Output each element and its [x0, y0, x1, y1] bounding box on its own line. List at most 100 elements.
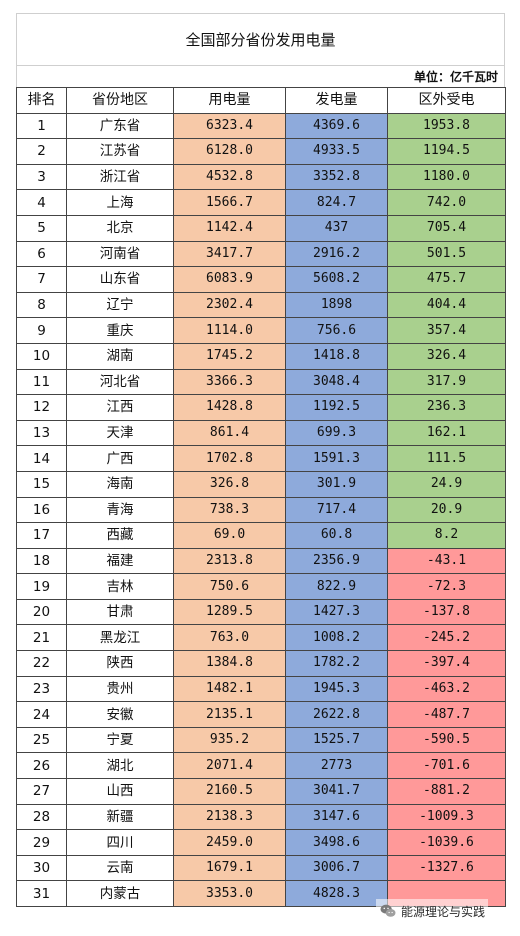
- province-cell: 重庆: [66, 317, 174, 344]
- table-row: 3 浙江省 4532.8 3352.8 1180.0: [16, 163, 506, 191]
- electricity-table: 排名 省份地区 用电量 发电量 区外受电 1 广东省 6323.4 4369.6 195…: [16, 87, 506, 907]
- inflow-cell: 20.9: [387, 496, 506, 524]
- inflow-cell: -72.3: [387, 573, 506, 600]
- generation-cell: 699.3: [285, 419, 388, 447]
- table-row: 31 内蒙古 3353.0 4828.3: [16, 880, 506, 907]
- generation-cell: 4933.5: [285, 138, 388, 165]
- province-cell: 四川: [66, 829, 174, 856]
- table-row: 21 黑龙江 763.0 1008.2 -245.2: [16, 624, 506, 652]
- inflow-cell: 8.2: [387, 522, 506, 549]
- inflow-cell: -1327.6: [387, 854, 506, 882]
- inflow-cell: -463.2: [387, 675, 506, 703]
- inflow-cell: -881.2: [387, 778, 506, 805]
- rank-cell: 16: [16, 496, 67, 524]
- consumption-cell: 2138.3: [173, 803, 286, 831]
- table-row: 2 江苏省 6128.0 4933.5 1194.5: [16, 138, 506, 165]
- table-row: 27 山西 2160.5 3041.7 -881.2: [16, 778, 506, 805]
- spreadsheet: 全国部分省份发用电量 单位：亿千瓦时 排名 省份地区 用电量 发电量 区外受电 …: [16, 13, 506, 907]
- table-row: 24 安徽 2135.1 2622.8 -487.7: [16, 701, 506, 728]
- table-row: 5 北京 1142.4 437 705.4: [16, 214, 506, 242]
- generation-cell: 3006.7: [285, 854, 388, 882]
- inflow-cell: 501.5: [387, 240, 506, 268]
- generation-cell: 717.4: [285, 496, 388, 524]
- inflow-cell: 475.7: [387, 266, 506, 293]
- province-cell: 陕西: [66, 650, 174, 677]
- consumption-cell: 1745.2: [173, 342, 286, 370]
- rank-cell: 6: [16, 240, 67, 268]
- watermark-text: 能源理论与实践: [401, 904, 486, 919]
- inflow-cell: 236.3: [387, 394, 506, 421]
- inflow-cell: 404.4: [387, 291, 506, 319]
- province-cell: 内蒙古: [66, 880, 174, 907]
- rank-cell: 21: [16, 624, 67, 652]
- consumption-cell: 69.0: [173, 522, 286, 549]
- rank-cell: 14: [16, 445, 67, 472]
- table-row: 10 湖南 1745.2 1418.8 326.4: [16, 342, 506, 370]
- consumption-cell: 1679.1: [173, 854, 286, 882]
- province-cell: 海南: [66, 470, 174, 498]
- generation-cell: 3147.6: [285, 803, 388, 831]
- province-cell: 江苏省: [66, 138, 174, 165]
- table-row: 19 吉林 750.6 822.9 -72.3: [16, 573, 506, 600]
- province-cell: 山西: [66, 778, 174, 805]
- consumption-cell: 2302.4: [173, 291, 286, 319]
- consumption-cell: 2160.5: [173, 778, 286, 805]
- generation-cell: 756.6: [285, 317, 388, 344]
- inflow-cell: 742.0: [387, 189, 506, 216]
- province-cell: 吉林: [66, 573, 174, 600]
- inflow-cell: 162.1: [387, 419, 506, 447]
- generation-cell: 1591.3: [285, 445, 388, 472]
- table-row: 8 辽宁 2302.4 1898 404.4: [16, 291, 506, 319]
- inflow-cell: -1009.3: [387, 803, 506, 831]
- table-row: 1 广东省 6323.4 4369.6 1953.8: [16, 112, 506, 140]
- header-consumption: 用电量: [173, 87, 286, 114]
- generation-cell: 3352.8: [285, 163, 388, 191]
- inflow-cell: -701.6: [387, 752, 506, 780]
- table-row: 26 湖北 2071.4 2773 -701.6: [16, 752, 506, 780]
- generation-cell: 3498.6: [285, 829, 388, 856]
- inflow-cell: 1953.8: [387, 112, 506, 140]
- inflow-cell: 1194.5: [387, 138, 506, 165]
- province-cell: 天津: [66, 419, 174, 447]
- table-row: 15 海南 326.8 301.9 24.9: [16, 470, 506, 498]
- consumption-cell: 6128.0: [173, 138, 286, 165]
- rank-cell: 29: [16, 829, 67, 856]
- inflow-cell: 326.4: [387, 342, 506, 370]
- consumption-cell: 6323.4: [173, 112, 286, 140]
- consumption-cell: 1384.8: [173, 650, 286, 677]
- table-row: 18 福建 2313.8 2356.9 -43.1: [16, 547, 506, 575]
- consumption-cell: 1702.8: [173, 445, 286, 472]
- generation-cell: 2356.9: [285, 547, 388, 575]
- rank-cell: 20: [16, 598, 67, 626]
- table-row: 20 甘肃 1289.5 1427.3 -137.8: [16, 598, 506, 626]
- table-row: 23 贵州 1482.1 1945.3 -463.2: [16, 675, 506, 703]
- province-cell: 湖南: [66, 342, 174, 370]
- generation-cell: 2773: [285, 752, 388, 780]
- rank-cell: 8: [16, 291, 67, 319]
- consumption-cell: 1289.5: [173, 598, 286, 626]
- consumption-cell: 3353.0: [173, 880, 286, 907]
- generation-cell: 1008.2: [285, 624, 388, 652]
- table-row: 7 山东省 6083.9 5608.2 475.7: [16, 266, 506, 293]
- province-cell: 山东省: [66, 266, 174, 293]
- table-row: 14 广西 1702.8 1591.3 111.5: [16, 445, 506, 472]
- province-cell: 河北省: [66, 368, 174, 396]
- consumption-cell: 6083.9: [173, 266, 286, 293]
- consumption-cell: 935.2: [173, 726, 286, 754]
- province-cell: 福建: [66, 547, 174, 575]
- rank-cell: 3: [16, 163, 67, 191]
- inflow-cell: 357.4: [387, 317, 506, 344]
- unit-label: 单位：亿千瓦时: [16, 65, 505, 87]
- header-row: 排名 省份地区 用电量 发电量 区外受电: [16, 87, 506, 114]
- consumption-cell: 3417.7: [173, 240, 286, 268]
- generation-cell: 3041.7: [285, 778, 388, 805]
- province-cell: 黑龙江: [66, 624, 174, 652]
- rank-cell: 26: [16, 752, 67, 780]
- consumption-cell: 2313.8: [173, 547, 286, 575]
- consumption-cell: 861.4: [173, 419, 286, 447]
- table-row: 6 河南省 3417.7 2916.2 501.5: [16, 240, 506, 268]
- table-row: 9 重庆 1114.0 756.6 357.4: [16, 317, 506, 344]
- rank-cell: 17: [16, 522, 67, 549]
- consumption-cell: 1428.8: [173, 394, 286, 421]
- inflow-cell: -43.1: [387, 547, 506, 575]
